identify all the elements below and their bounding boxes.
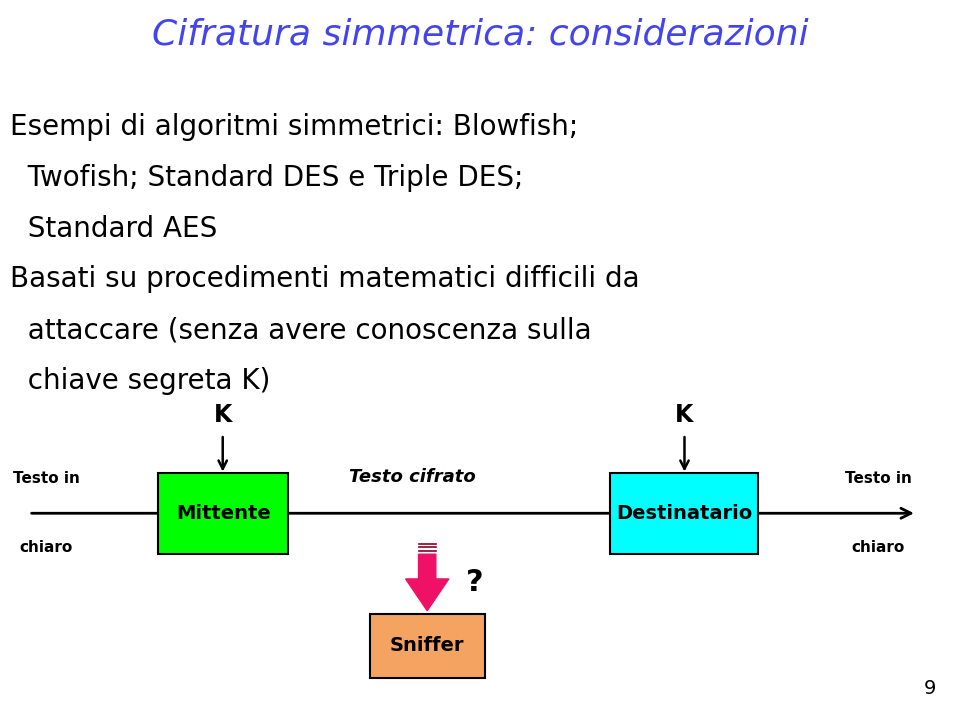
Text: Basati su procedimenti matematici difficili da: Basati su procedimenti matematici diffic… xyxy=(10,265,639,294)
Text: chiave segreta K): chiave segreta K) xyxy=(10,367,270,395)
Text: Testo in: Testo in xyxy=(845,472,912,486)
Text: Destinatario: Destinatario xyxy=(616,504,752,523)
Text: Sniffer: Sniffer xyxy=(390,637,465,655)
Text: Esempi di algoritmi simmetrici: Blowfish;: Esempi di algoritmi simmetrici: Blowfish… xyxy=(10,113,578,141)
Text: chiaro: chiaro xyxy=(852,540,905,555)
Text: Testo in: Testo in xyxy=(12,472,80,486)
FancyArrow shape xyxy=(405,554,449,611)
FancyBboxPatch shape xyxy=(158,473,288,554)
Text: Standard AES: Standard AES xyxy=(10,215,217,243)
Text: Twofish; Standard DES e Triple DES;: Twofish; Standard DES e Triple DES; xyxy=(10,164,523,192)
Text: Mittente: Mittente xyxy=(176,504,271,523)
Text: K: K xyxy=(213,403,232,427)
Text: 9: 9 xyxy=(924,678,936,698)
FancyBboxPatch shape xyxy=(370,614,485,678)
Text: Testo cifrato: Testo cifrato xyxy=(349,467,476,486)
Text: Cifratura simmetrica: considerazioni: Cifratura simmetrica: considerazioni xyxy=(152,18,808,52)
Text: attaccare (senza avere conoscenza sulla: attaccare (senza avere conoscenza sulla xyxy=(10,316,591,345)
Text: K: K xyxy=(675,403,694,427)
Text: chiaro: chiaro xyxy=(19,540,73,555)
Text: ?: ? xyxy=(466,568,483,597)
FancyBboxPatch shape xyxy=(610,473,758,554)
